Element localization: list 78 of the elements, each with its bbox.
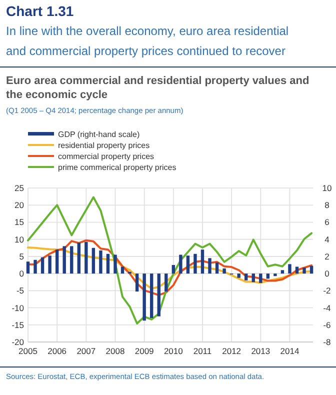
bar — [222, 268, 226, 274]
y2-tick-label: 0 — [324, 268, 330, 279]
bar — [280, 270, 284, 274]
y-tick-label: 5 — [19, 251, 24, 262]
y-tick-label: -15 — [12, 320, 24, 330]
bar — [274, 274, 277, 276]
bar — [172, 265, 176, 274]
y2-tick-label: -2 — [323, 286, 332, 296]
y2-tick-label: -8 — [323, 337, 332, 347]
x-tick-label: 2012 — [222, 346, 242, 356]
bar — [164, 274, 168, 292]
y-tick-label: 25 — [14, 183, 24, 193]
x-tick-label: 2009 — [134, 346, 154, 356]
bar — [208, 258, 212, 274]
bar — [77, 242, 80, 274]
legend-label: prime commerical property prices — [58, 163, 176, 172]
bar — [40, 257, 44, 274]
bar — [34, 260, 37, 274]
y2-tick-label: 2 — [324, 251, 330, 262]
bar — [150, 274, 154, 318]
bar — [179, 254, 182, 274]
bar — [288, 264, 292, 274]
bar — [186, 256, 190, 274]
caption: Chart 1.31 — [6, 3, 74, 19]
y-tick-label: 15 — [14, 217, 24, 228]
y-tick-label: -10 — [12, 302, 24, 313]
line-series — [27, 246, 313, 290]
bar — [99, 250, 102, 274]
x-tick-label: 2011 — [193, 346, 212, 356]
y2-tick-label: -6 — [323, 320, 332, 330]
bar — [55, 250, 59, 274]
line-series — [27, 196, 313, 325]
line-series — [27, 239, 313, 296]
bar — [302, 268, 306, 274]
x-tick-label: 2014 — [280, 346, 300, 356]
y2-tick-label: 6 — [324, 217, 330, 228]
bar — [70, 246, 74, 274]
bar — [215, 262, 219, 274]
bar — [142, 274, 146, 321]
x-tick-label: 2008 — [106, 346, 125, 356]
x-tick-label: 2010 — [164, 346, 184, 356]
bar — [237, 274, 240, 278]
bar — [259, 274, 262, 283]
bar — [84, 242, 88, 274]
y-tick-label: 10 — [14, 234, 24, 244]
y2-tick-label: 10 — [322, 183, 332, 193]
bar — [120, 266, 124, 274]
y2-tick-label: 8 — [324, 200, 330, 210]
bar — [194, 254, 197, 274]
legend-label: commercial property prices — [58, 152, 154, 161]
bar — [106, 254, 110, 274]
y-tick-label: 0 — [19, 268, 24, 279]
chart-title: Euro area commercial and residential property values and the economic cycle — [6, 75, 310, 101]
bar — [244, 274, 248, 280]
x-tick-label: 2005 — [18, 346, 38, 356]
bar — [200, 250, 204, 274]
bar — [310, 266, 314, 274]
bar — [157, 274, 160, 316]
bar — [62, 246, 66, 274]
bar — [26, 262, 30, 274]
bar — [92, 248, 96, 274]
bar — [252, 274, 255, 282]
y-tick-label: -20 — [12, 337, 24, 347]
y-tick-label: 20 — [14, 200, 24, 210]
legend-label: residential property prices — [58, 141, 150, 150]
x-tick-label: 2007 — [76, 346, 96, 356]
text: In line with the overall economy, euro area residential and commercial property prices continued to recover — [6, 24, 289, 58]
bar — [114, 254, 117, 274]
y-tick-label: -5 — [16, 286, 24, 296]
y2-tick-label: 4 — [324, 234, 330, 244]
bar — [135, 274, 139, 292]
x-tick-label: 2006 — [48, 346, 67, 356]
bar — [266, 274, 270, 279]
legend-label: GDP (right-hand scale) — [58, 130, 140, 139]
x-tick-label: 2013 — [251, 346, 270, 356]
bar — [295, 266, 299, 274]
bar — [48, 256, 52, 274]
y2-tick-label: -4 — [323, 302, 332, 313]
